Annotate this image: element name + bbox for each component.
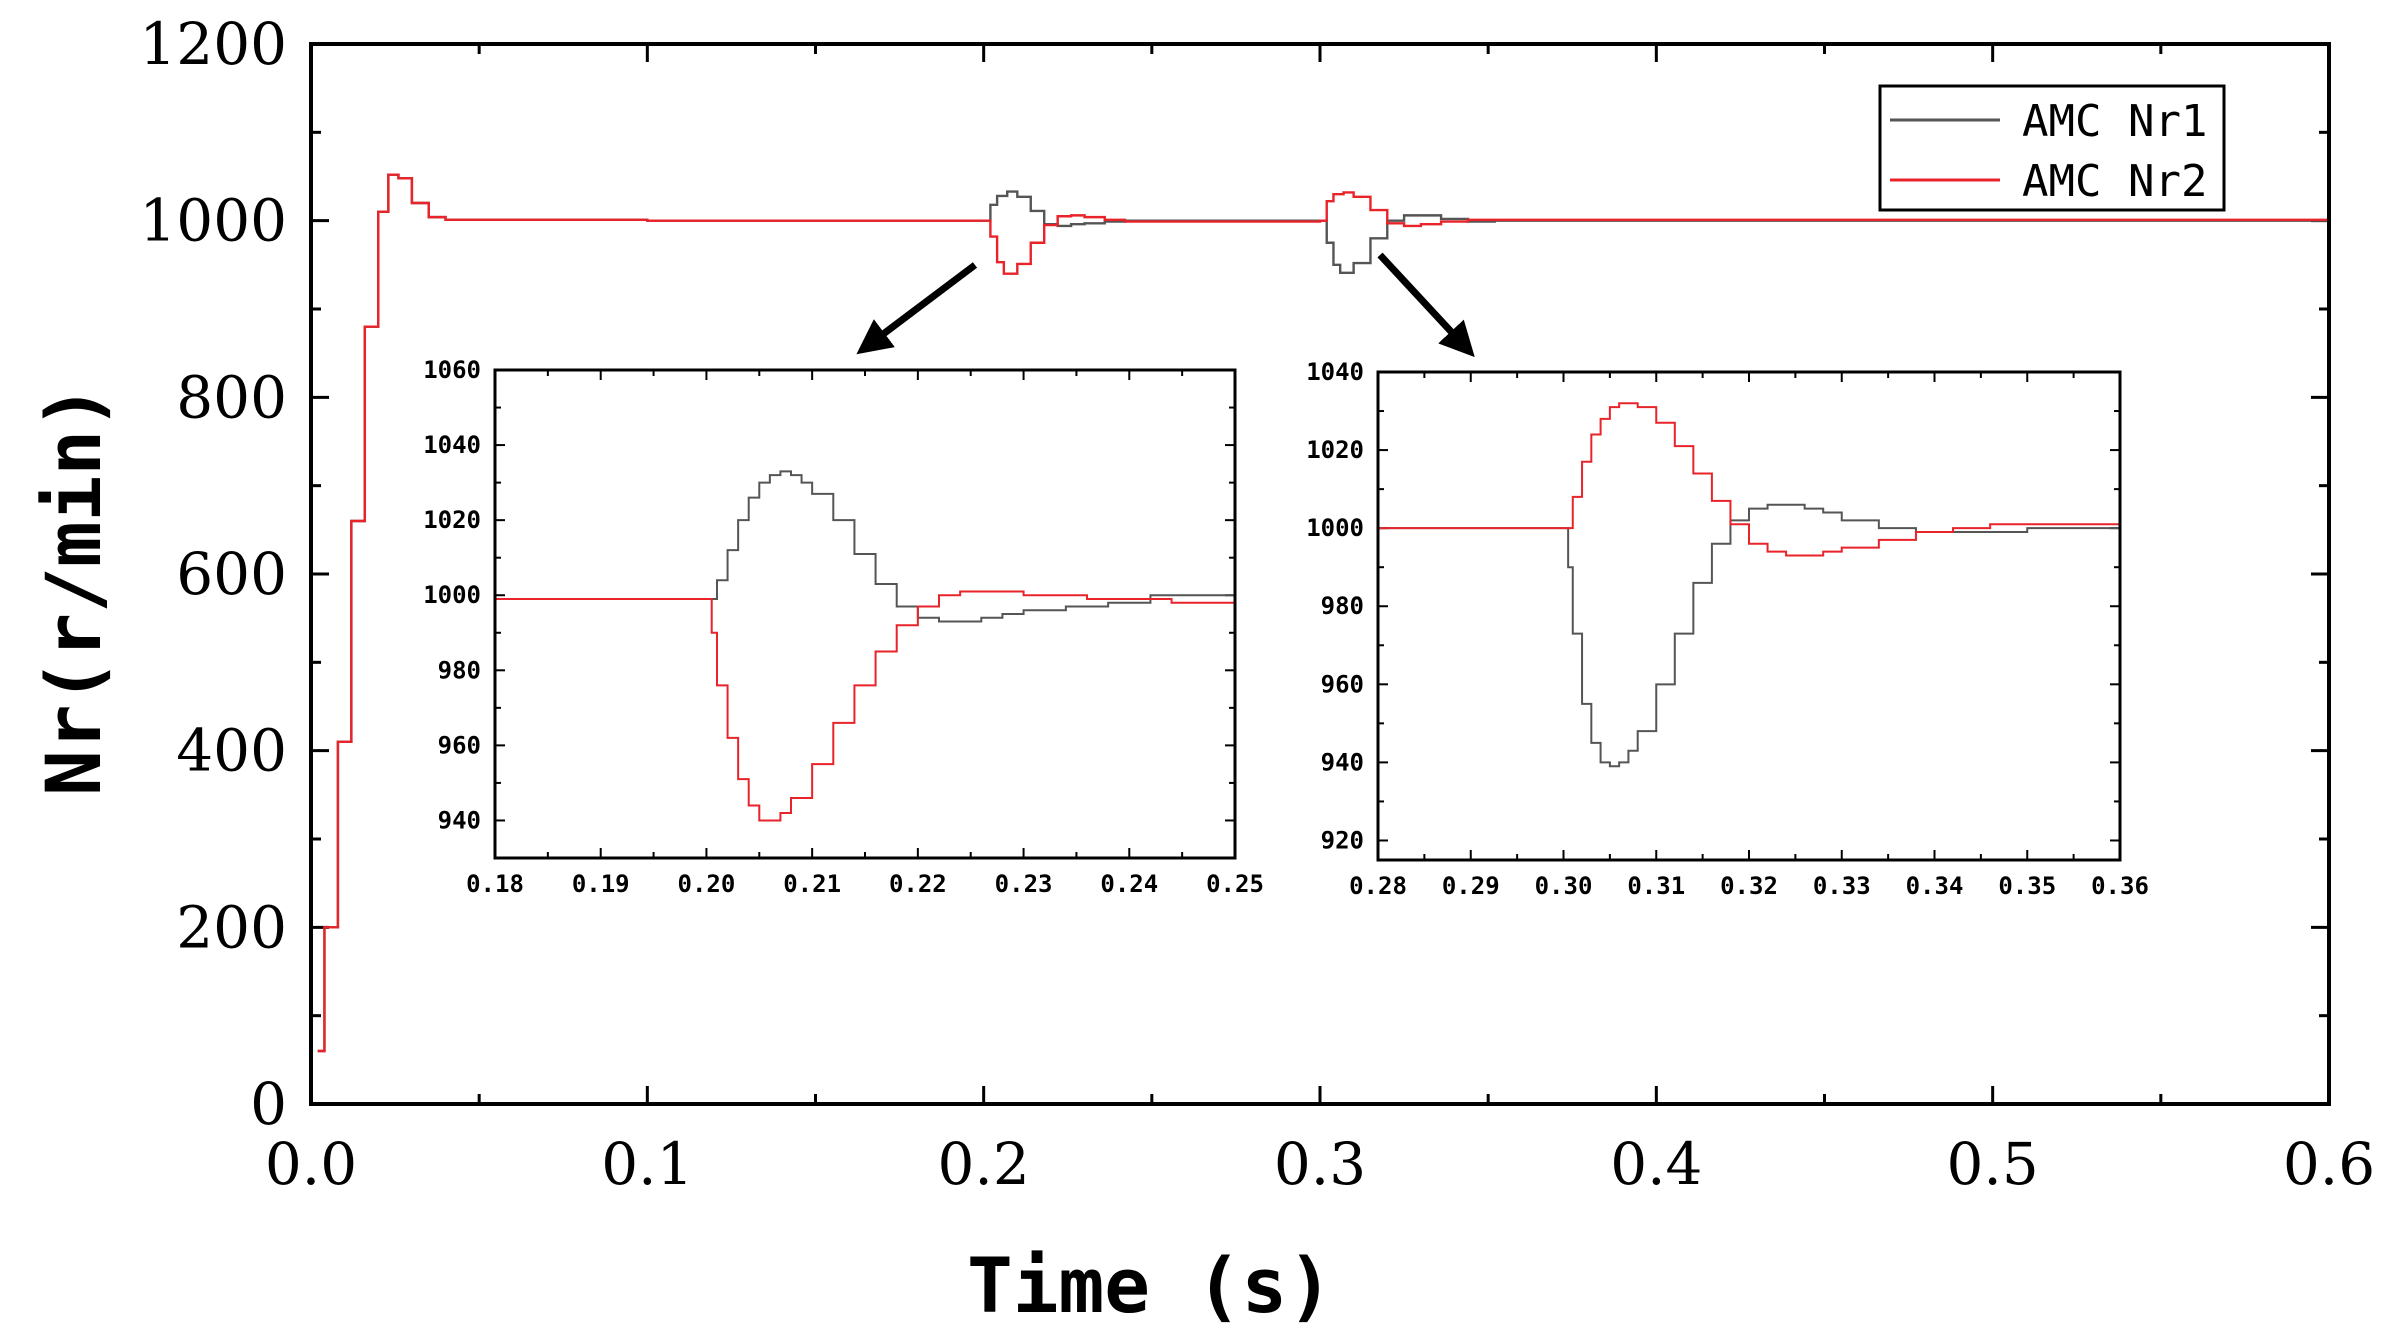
inset2-series-line-1 — [1378, 503, 2120, 768]
inset1-y-tick-label: 1040 — [423, 431, 481, 459]
inset2-x-tick-label: 0.31 — [1627, 872, 1685, 900]
inset1-y-tick-label: 1000 — [423, 581, 481, 609]
main-y-tick-labels: 0 200 400 600 800 1000 1200 — [139, 10, 287, 1138]
inset1-x-tick-label: 0.18 — [466, 870, 524, 898]
inset1-x-tick-label: 0.24 — [1100, 870, 1158, 898]
main-series-line-2 — [317, 173, 2329, 1053]
main-x-tick-label: 0.3 — [1274, 1130, 1366, 1198]
inset2-x-tick-label: 0.33 — [1813, 872, 1871, 900]
main-y-tick-label: 600 — [176, 540, 287, 608]
inset2-y-tick-label: 1000 — [1306, 514, 1364, 542]
inset2-x-tick-label: 0.29 — [1442, 872, 1500, 900]
y-axis-title: Nr(r/min) — [29, 384, 118, 796]
main-x-tick-label: 0.2 — [938, 1130, 1030, 1198]
legend-box — [1878, 84, 2226, 212]
inset2-frame — [1376, 370, 2122, 862]
inset2-y-tick-label: 940 — [1321, 748, 1364, 776]
zoom-arrow-left — [856, 262, 978, 355]
inset2-series-layer — [1378, 402, 2120, 768]
inset1-x-tick-labels: 0.18 0.19 0.20 0.21 0.22 0.23 0.24 0.25 — [466, 870, 1264, 898]
main-series-layer — [317, 173, 2329, 1053]
inset2-x-tick-labels: 0.28 0.29 0.30 0.31 0.32 0.33 0.34 0.35 0.36 — [1349, 872, 2149, 900]
inset1-x-tick-label: 0.25 — [1206, 870, 1264, 898]
inset2-y-tick-label: 1020 — [1306, 436, 1364, 464]
main-x-tick-label: 0.4 — [1610, 1130, 1702, 1198]
inset2-y-tick-label: 980 — [1321, 592, 1364, 620]
inset2-y-tick-label: 920 — [1321, 826, 1364, 854]
inset1-x-tick-label: 0.21 — [783, 870, 841, 898]
main-x-tick-label: 0.0 — [265, 1130, 357, 1198]
x-axis-title: Time (s) — [967, 1241, 1333, 1330]
inset1-series-layer — [495, 470, 1235, 822]
inset1-y-tick-labels: 940 960 980 1000 1020 1040 1060 — [423, 356, 481, 834]
main-x-tick-label: 0.1 — [601, 1130, 693, 1198]
inset2-background — [1378, 372, 2120, 860]
inset1-y-tick-label: 1020 — [423, 506, 481, 534]
main-y-tick-label: 0 — [250, 1070, 287, 1138]
main-plot-frame — [309, 42, 2331, 1106]
main-x-tick-label: 0.6 — [2283, 1130, 2375, 1198]
inset1-x-tick-label: 0.19 — [572, 870, 630, 898]
main-x-tick-label: 0.5 — [1947, 1130, 2039, 1198]
inset1-x-tick-label: 0.23 — [995, 870, 1053, 898]
inset2-x-tick-label: 0.36 — [2091, 872, 2149, 900]
zoom-arrow-right — [1377, 252, 1475, 358]
main-y-tick-label: 400 — [176, 717, 287, 785]
inset2-y-tick-label: 1040 — [1306, 358, 1364, 386]
inset2-x-tick-label: 0.34 — [1906, 872, 1964, 900]
legend: AMC Nr1 AMC Nr2 — [1878, 84, 2226, 212]
inset1-x-tick-label: 0.20 — [678, 870, 736, 898]
inset1-y-tick-label: 960 — [438, 731, 481, 759]
inset1-frame — [493, 368, 1237, 860]
legend-label-nr2: AMC Nr2 — [2022, 156, 2207, 207]
main-y-tick-label: 1200 — [139, 10, 287, 78]
main-y-tick-label: 1000 — [139, 187, 287, 255]
inset1-series-line-2 — [495, 590, 1235, 822]
inset1-background — [495, 370, 1235, 858]
inset2-x-tick-label: 0.32 — [1720, 872, 1778, 900]
inset2-x-tick-label: 0.35 — [1998, 872, 2056, 900]
inset2-x-tick-label: 0.30 — [1535, 872, 1593, 900]
main-y-tick-label: 200 — [176, 893, 287, 961]
inset1-y-tick-label: 980 — [438, 656, 481, 684]
inset2-series-line-2 — [1378, 402, 2120, 557]
inset2-y-tick-label: 960 — [1321, 670, 1364, 698]
inset1-y-tick-label: 1060 — [423, 356, 481, 384]
inset1-series-line-1 — [495, 470, 1235, 623]
main-x-tick-labels: 0.0 0.1 0.2 0.3 0.4 0.5 0.6 — [265, 1130, 2375, 1198]
inset1-y-tick-label: 940 — [438, 806, 481, 834]
main-y-tick-label: 800 — [176, 363, 287, 431]
legend-label-nr1: AMC Nr1 — [2022, 96, 2207, 147]
inset1-x-tick-label: 0.22 — [889, 870, 947, 898]
inset2-y-tick-labels: 920 940 960 980 1000 1020 1040 — [1306, 358, 1364, 854]
inset2-x-tick-label: 0.28 — [1349, 872, 1407, 900]
